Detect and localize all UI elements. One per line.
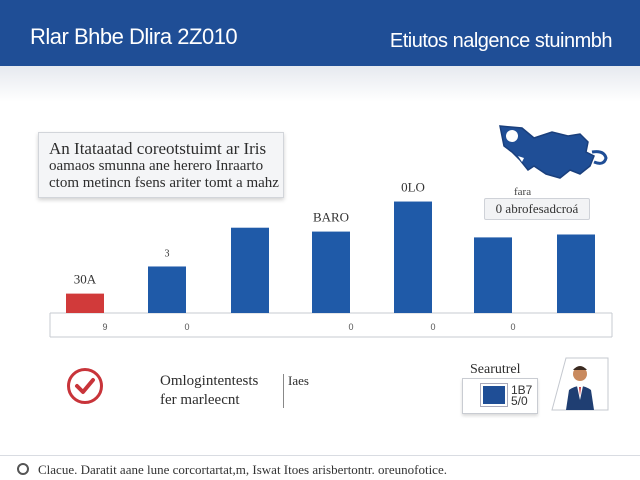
card-label: Searutrel [470, 362, 521, 377]
info-icon [17, 463, 29, 475]
header-banner: Rlar Bhbe Dlira 2Z010 Etiutos nalgence s… [0, 0, 640, 66]
page-subtitle: Etiutos nalgence stuinmbh [389, 30, 613, 52]
callout-line-2: oamaos smunna ane herero Inraarto [49, 158, 264, 174]
tick-label-3: 0 [348, 322, 353, 332]
page-title: Rlar Bhbe Dlira 2Z010 [30, 24, 238, 49]
bar-1 [148, 266, 186, 313]
data-label-4: 0LO [401, 180, 425, 195]
footer-text: Clacue. Daratit aane lune corcortartat,m… [38, 462, 447, 477]
bar-0 [66, 293, 104, 313]
card-value: 1B7 5/0 [511, 383, 533, 408]
tick-label-5: 0 [510, 322, 515, 332]
status-extra: Iaes [288, 373, 309, 388]
bar-6 [557, 234, 595, 313]
status-line-1: Omlogintentests [160, 373, 259, 389]
tick-label-1: 0 [184, 322, 189, 332]
data-label-3: BARO [313, 210, 349, 225]
header-shadow [0, 66, 640, 102]
badge-caption: fara [514, 186, 532, 198]
divider [283, 374, 284, 408]
callout-line-3: ctom metincn fsens ariter tomt a mahz [49, 175, 279, 191]
bar-3 [312, 231, 350, 313]
tick-label-4: 0 [430, 322, 435, 332]
info-card: 1B7 5/0 [462, 378, 538, 414]
callout-line-1: An Itataatad coreotstuimt ar Iris [49, 139, 267, 158]
card-thumbnail [481, 384, 507, 406]
data-label-0: 30A [74, 272, 97, 287]
check-circle-icon [67, 368, 103, 404]
badge-label: 0 abrofesadcroá [484, 198, 590, 220]
tick-label-0: 9 [102, 322, 107, 332]
footer-rule [0, 455, 640, 456]
bar-4 [394, 201, 432, 313]
data-label-1: 3 [165, 248, 170, 259]
status-line-2: fer marleecnt [160, 392, 240, 408]
portrait-icon [551, 357, 609, 411]
callout-box: An Itataatad coreotstuimt ar Iris oamaos… [38, 132, 284, 198]
bar-2 [231, 227, 269, 313]
map-icon [499, 125, 608, 179]
bar-5 [474, 237, 512, 313]
status-text: Omlogintentests fer marleecnt [160, 372, 258, 410]
